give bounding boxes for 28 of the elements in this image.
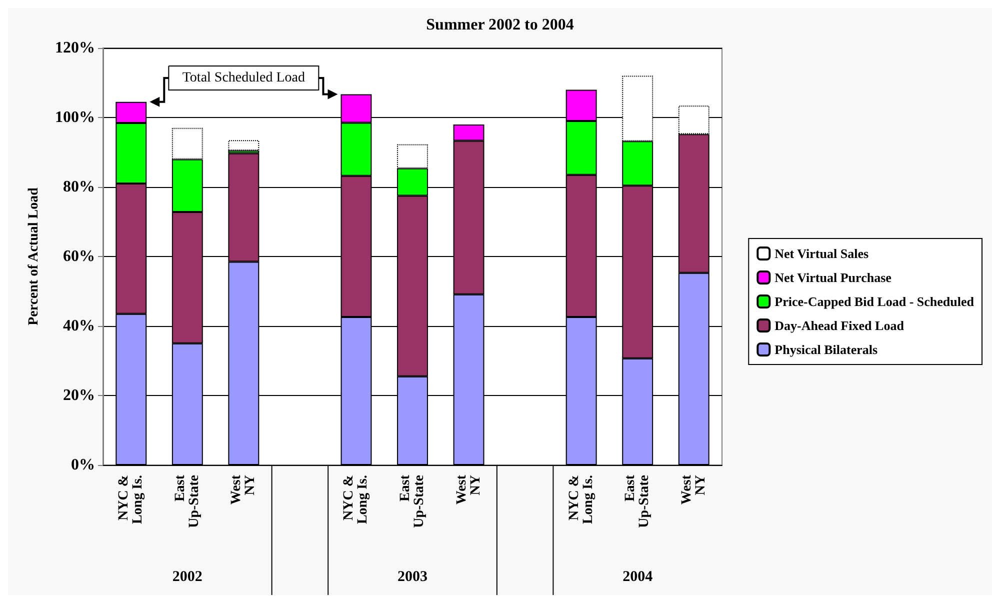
x-tick-label: West NY (229, 474, 258, 505)
y-tick-label: 80% (63, 178, 95, 196)
legend-label: Net Virtual Sales (774, 246, 869, 261)
legend-label: Day-Ahead Fixed Load (774, 318, 905, 333)
annotation: Total Scheduled Load (182, 70, 306, 86)
y-tick-label: 100% (55, 109, 95, 126)
y-tick-label: 0% (71, 456, 95, 474)
y-tick-label: 40% (63, 318, 95, 334)
legend-label: Physical Bilaterals (774, 342, 878, 357)
legend-label: Price-Capped Bid Load - Scheduled (774, 294, 975, 309)
chart-title: Summer 2002 to 2004 (426, 16, 574, 34)
y-tick-label: 60% (63, 248, 95, 265)
x-tick-label: West NY (454, 474, 484, 505)
x-tick-label: East Up-State (623, 474, 652, 528)
x-tick-label: NYC & Long Is. (566, 475, 596, 524)
legend-label: Net Virtual Purchase (774, 270, 892, 285)
x-tick-label: East Up-State (172, 474, 202, 528)
text: 2003 (398, 569, 428, 585)
y-axis-title: Percent of Actual Load (26, 187, 42, 326)
bar (228, 140, 260, 151)
text: 2002 (172, 569, 202, 585)
text: 2004 (622, 569, 654, 585)
y-tick-label: 20% (63, 387, 95, 404)
x-tick-label: West NY (679, 474, 708, 505)
x-tick-label: NYC & Long Is. (342, 475, 371, 524)
x-tick-label: NYC & Long Is. (116, 475, 146, 524)
x-tick-label: East Up-State (398, 474, 427, 528)
y-tick-label: 120% (55, 40, 95, 56)
